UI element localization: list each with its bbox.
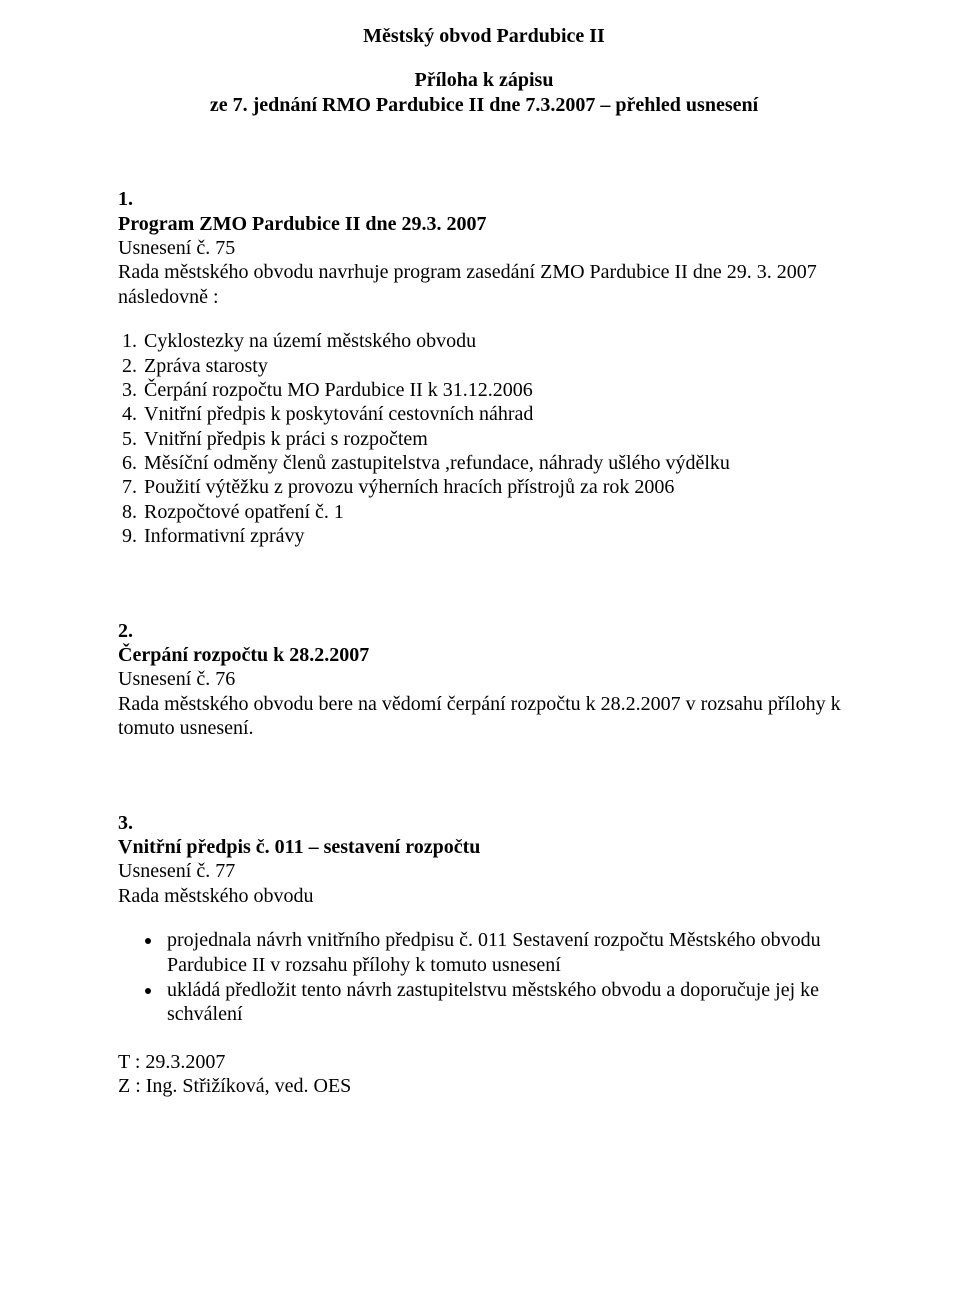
section-2-body-line-1: Rada městského obvodu bere na vědomí čer… [118,692,850,716]
spacer [118,908,850,928]
resolution-number: Usnesení č. 77 [118,859,850,883]
spacer [118,309,850,329]
resolution-number: Usnesení č. 76 [118,667,850,691]
section-1-number: 1. [118,187,850,211]
list-item: Cyklostezky na území městského obvodu [142,329,850,353]
list-item: Použití výtěžku z provozu výherních hrac… [142,475,850,499]
section-1-intro-line-1: Rada městského obvodu navrhuje program z… [118,260,850,284]
header-subtitle-1: Příloha k zápisu [118,68,850,92]
list-item: Vnitřní předpis k práci s rozpočtem [142,427,850,451]
section-3-number: 3. [118,811,850,835]
spacer [118,48,850,68]
header-subtitle-2: ze 7. jednání RMO Pardubice II dne 7.3.2… [118,93,850,117]
list-item: Čerpání rozpočtu MO Pardubice II k 31.12… [142,378,850,402]
section-1-title: Program ZMO Pardubice II dne 29.3. 2007 [118,212,850,236]
list-item: ukládá předložit tento návrh zastupitels… [163,978,850,1027]
section-3-title: Vnitřní předpis č. 011 – sestavení rozpo… [118,835,850,859]
list-item: Rozpočtové opatření č. 1 [142,500,850,524]
spacer [118,549,850,619]
spacer [118,741,850,811]
list-item: Měsíční odměny členů zastupitelstva ,ref… [142,451,850,475]
section-2-body-line-2: tomuto usnesení. [118,716,850,740]
header-org: Městský obvod Pardubice II [118,24,850,48]
resolution-number: Usnesení č. 75 [118,236,850,260]
list-item: Vnitřní předpis k poskytování cestovních… [142,402,850,426]
section-1-list: Cyklostezky na území městského obvodu Zp… [118,329,850,549]
list-item: Zpráva starosty [142,354,850,378]
section-2-number: 2. [118,619,850,643]
section-3-intro: Rada městského obvodu [118,884,850,908]
section-2-title: Čerpání rozpočtu k 28.2.2007 [118,643,850,667]
section-3-bullets: projednala návrh vnitřního předpisu č. 0… [118,928,850,1027]
spacer [118,117,850,187]
list-item: projednala návrh vnitřního předpisu č. 0… [163,928,850,977]
document-page: Městský obvod Pardubice II Příloha k záp… [0,0,960,1307]
section-1-intro-line-2: následovně : [118,285,850,309]
list-item: Informativní zprávy [142,524,850,548]
spacer [118,1028,850,1050]
responsible-line: Z : Ing. Střižíková, ved. OES [118,1074,850,1098]
deadline-line: T : 29.3.2007 [118,1050,850,1074]
